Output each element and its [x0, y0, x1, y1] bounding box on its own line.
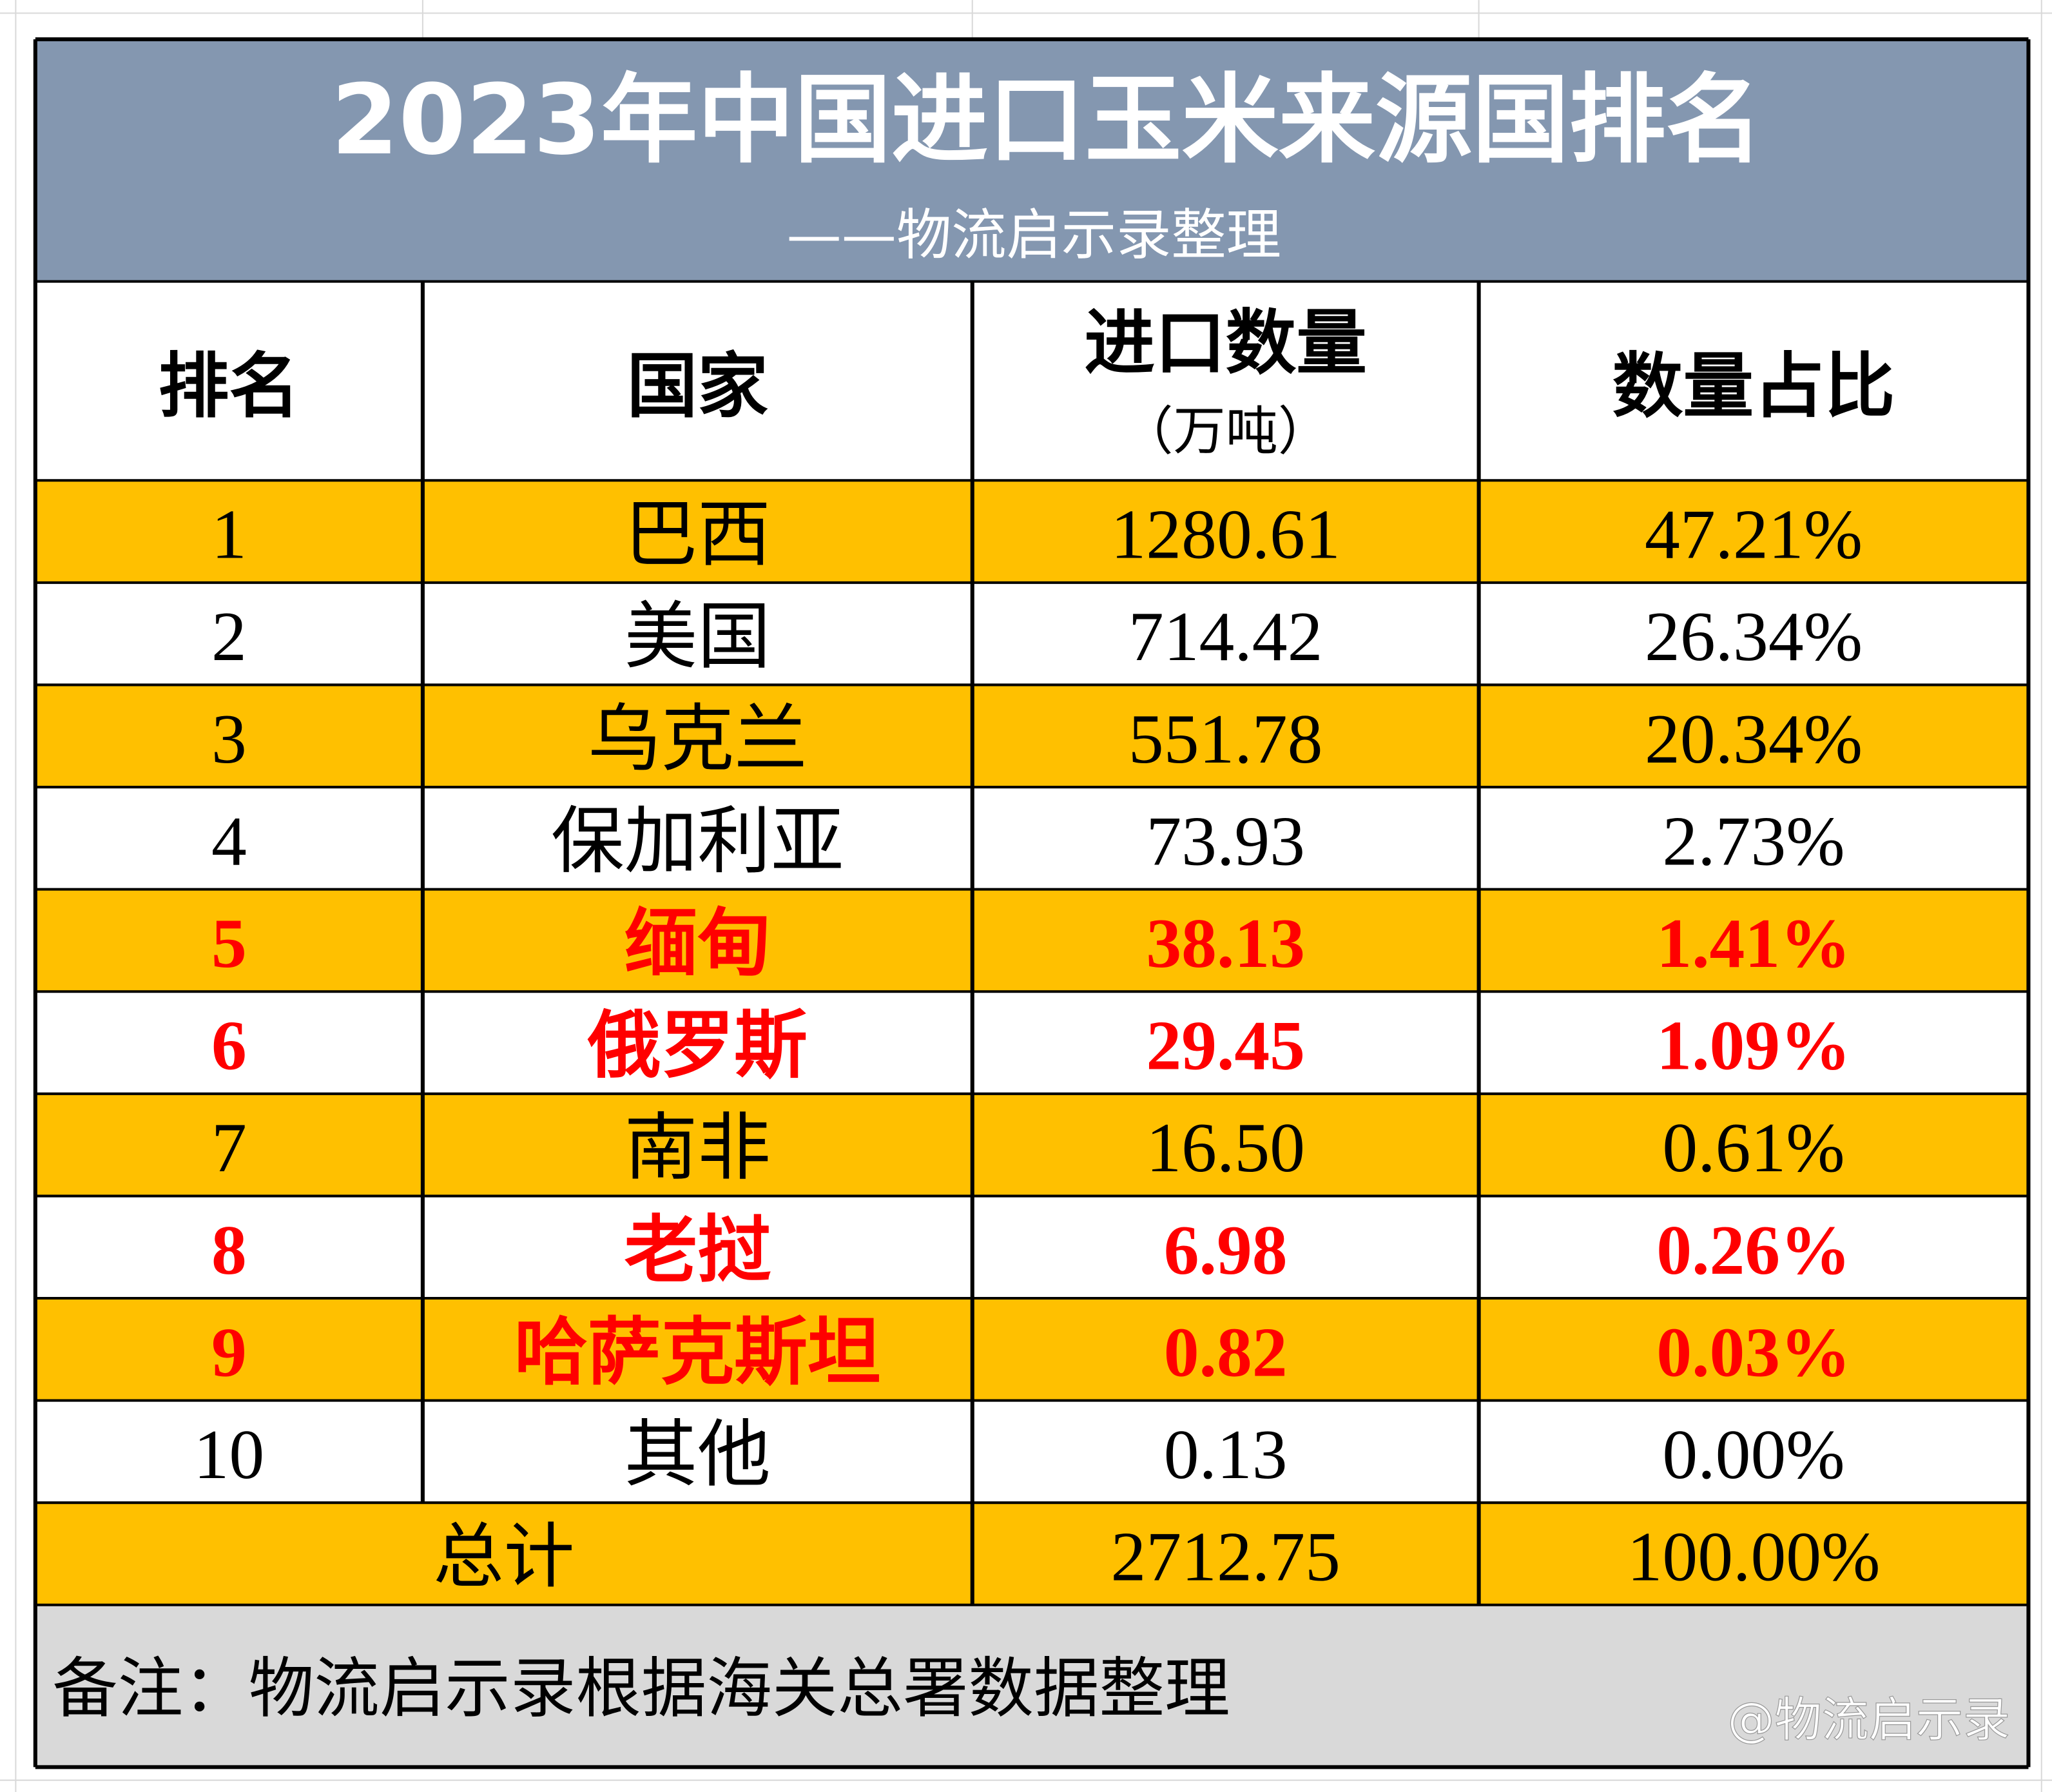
cell: 73.93: [1146, 801, 1305, 880]
row-bg: [35, 787, 2029, 890]
total-cell: 总计: [433, 1515, 574, 1598]
cell: 南非: [624, 1105, 771, 1191]
header-cell: 排名: [159, 345, 300, 427]
cell: 47.21%: [1645, 495, 1863, 574]
cell: 10: [194, 1415, 265, 1494]
cell: 9: [211, 1312, 247, 1391]
cell: 29.45: [1146, 1006, 1305, 1085]
cell: 38.13: [1146, 904, 1305, 982]
header-cell: 国家: [627, 345, 769, 427]
cell: 3: [211, 699, 247, 778]
cell: 美国: [624, 594, 771, 679]
total-bg: [35, 1503, 2029, 1605]
watermark: @物流启示录: [1727, 1693, 2010, 1748]
cell: 乌克兰: [588, 696, 808, 781]
title-band: [35, 39, 2029, 282]
row-bg: [35, 1298, 2029, 1401]
cell: 8: [211, 1211, 247, 1289]
cell: 1: [211, 495, 247, 574]
note-band: [35, 1604, 2029, 1768]
cell: 551.78: [1128, 699, 1323, 778]
cell: 哈萨克斯坦: [514, 1309, 881, 1395]
header-cell: 数量占比: [1612, 345, 1895, 427]
row-bg: [35, 991, 2029, 1094]
cell: 1.41%: [1656, 904, 1851, 982]
cell: 16.50: [1146, 1108, 1305, 1187]
cell: 0.26%: [1656, 1211, 1851, 1289]
subtitle: ——物流启示录整理: [786, 204, 1281, 268]
cell: 0.00%: [1662, 1415, 1844, 1494]
cell: 老挝: [624, 1207, 771, 1292]
cell: 其他: [624, 1411, 771, 1497]
note: 备注：物流启示录根据海关总署数据整理: [52, 1651, 1230, 1727]
cell: 6.98: [1164, 1211, 1288, 1289]
row-bg: [35, 1093, 2029, 1196]
cell: 1.09%: [1656, 1006, 1851, 1085]
row-bg: [35, 1196, 2029, 1299]
row-bg: [35, 582, 2029, 685]
cell: 0.03%: [1656, 1312, 1851, 1391]
cell: 俄罗斯: [587, 1002, 808, 1088]
total-cell: 2712.75: [1110, 1517, 1340, 1596]
row-bg: [35, 480, 2029, 583]
total-cell: 100.00%: [1627, 1517, 1881, 1596]
cell: 保加利亚: [551, 798, 844, 884]
row-bg: [35, 1400, 2029, 1503]
title: 2023年中国进口玉米来源国排名: [331, 64, 1763, 177]
header-unit: （万吨）: [1121, 402, 1330, 462]
cell: 0.13: [1164, 1415, 1288, 1494]
cell: 26.34%: [1645, 597, 1863, 676]
cell: 缅甸: [624, 901, 771, 986]
cell: 2: [211, 597, 247, 676]
cell: 1280.61: [1110, 495, 1340, 574]
cell: 5: [211, 904, 247, 982]
cell: 7: [211, 1108, 247, 1187]
cell: 0.82: [1164, 1312, 1288, 1391]
cell: 20.34%: [1645, 699, 1863, 778]
cell: 巴西: [624, 491, 771, 577]
cell: 2.73%: [1662, 801, 1844, 880]
row-bg: [35, 685, 2029, 788]
cell: 0.61%: [1662, 1108, 1844, 1187]
row-bg: [35, 889, 2029, 992]
cell: 6: [211, 1006, 247, 1085]
header-cell: 进口数量: [1084, 302, 1367, 384]
cell: 714.42: [1128, 597, 1323, 676]
cell: 4: [211, 801, 247, 880]
